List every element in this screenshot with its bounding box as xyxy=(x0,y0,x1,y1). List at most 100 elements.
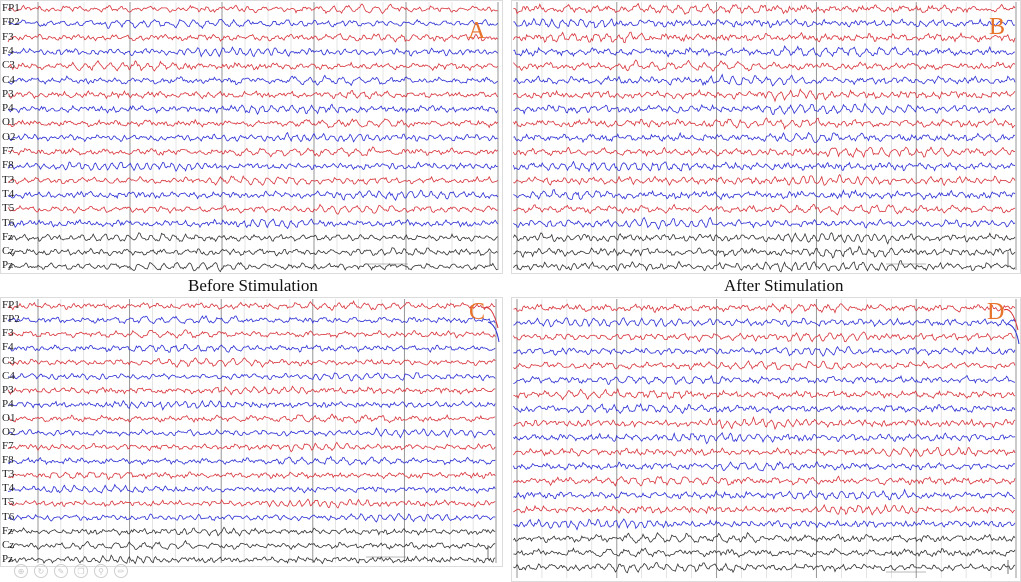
channel-label-f7: F7 xyxy=(2,440,14,452)
eeg-trace-f4 xyxy=(7,46,498,58)
eeg-trace-c4 xyxy=(7,74,498,87)
channel-label-fp2: FP2 xyxy=(2,313,20,326)
eeg-trace-f7 xyxy=(513,146,1016,159)
channel-label-cz: Cz xyxy=(2,245,15,258)
eeg-trace-t3 xyxy=(513,475,1016,487)
eeg-trace-p4 xyxy=(513,102,1016,116)
edit-icon[interactable]: ✏ xyxy=(114,564,128,578)
channel-label-t3: T3 xyxy=(2,173,15,186)
eeg-trace-t5 xyxy=(7,498,496,509)
eeg-trace-fz xyxy=(7,232,498,243)
panel-label-d: D xyxy=(987,299,1005,325)
eeg-trace-f4 xyxy=(7,343,496,353)
artifact-stroke-blue xyxy=(487,321,500,343)
eeg-trace-o2 xyxy=(513,131,1016,144)
eeg-trace-f4 xyxy=(513,346,1016,357)
eeg-traces-c xyxy=(0,297,503,567)
caption-before-stimulation: Before Stimulation xyxy=(188,276,318,295)
eeg-trace-t3 xyxy=(7,175,498,186)
viewer-toolbar: ⊕ ↻ ✎ ❐ ⚲ ✏ xyxy=(14,564,128,578)
eeg-trace-pz xyxy=(7,261,498,273)
eeg-trace-p3 xyxy=(7,385,496,396)
channel-label-f4: F4 xyxy=(2,44,14,57)
eeg-trace-t4 xyxy=(7,483,496,494)
channel-label-c4: C4 xyxy=(2,369,15,382)
channel-label-c4: C4 xyxy=(2,73,15,86)
channel-label-c3: C3 xyxy=(2,355,15,368)
eeg-trace-f8 xyxy=(513,460,1016,472)
eeg-trace-p4 xyxy=(513,403,1016,415)
eeg-trace-p3 xyxy=(7,90,498,100)
channel-label-c3: C3 xyxy=(2,59,15,72)
eeg-panel-c: FP1 FP2 F3 F4 C3 C4 P3 P4 O1 O2 F7 F8 T3 T4 T5 T6 Fz Cz Pz… xyxy=(0,297,503,567)
channel-label-t6: T6 xyxy=(2,216,15,229)
eeg-trace-cz xyxy=(513,245,1016,259)
eeg-traces-d xyxy=(511,297,1021,582)
panel-label-a: A xyxy=(468,18,486,44)
channel-label-o1: O1 xyxy=(2,116,16,129)
channel-label-fz: Fz xyxy=(2,230,13,243)
eeg-trace-f7 xyxy=(7,441,496,453)
eeg-trace-c3 xyxy=(7,357,496,368)
eeg-trace-o1 xyxy=(7,413,496,424)
channel-label-fp1: FP1 xyxy=(2,2,20,14)
channel-label-fp2: FP2 xyxy=(2,16,20,29)
channel-label-p3: P3 xyxy=(2,87,14,100)
eeg-trace-o2 xyxy=(513,431,1016,445)
eeg-trace-t5 xyxy=(513,203,1016,216)
eeg-trace-fz xyxy=(513,531,1016,544)
channel-label-o1: O1 xyxy=(2,411,16,424)
eeg-trace-f7 xyxy=(513,446,1016,458)
channel-label-fz: Fz xyxy=(2,524,13,537)
eeg-trace-fp2 xyxy=(513,317,1016,328)
channel-label-fp1: FP1 xyxy=(2,299,20,311)
eeg-trace-o1 xyxy=(7,118,498,129)
eeg-trace-fz xyxy=(513,232,1016,245)
channel-label-p3: P3 xyxy=(2,383,14,396)
eeg-trace-fz xyxy=(7,526,496,537)
eeg-trace-o2 xyxy=(7,427,496,439)
channel-label-t4: T4 xyxy=(2,482,15,495)
eeg-trace-t4 xyxy=(513,189,1016,201)
zoom-icon[interactable]: ⊕ xyxy=(14,564,28,578)
channel-label-t5: T5 xyxy=(2,496,15,509)
eeg-trace-f7 xyxy=(7,146,498,158)
eeg-trace-o2 xyxy=(7,131,498,143)
eeg-trace-fp2 xyxy=(7,18,498,30)
channel-label-t3: T3 xyxy=(2,468,15,481)
eeg-trace-f8 xyxy=(7,161,498,173)
eeg-panel-b: B xyxy=(511,0,1021,274)
eeg-trace-f4 xyxy=(513,45,1016,58)
eeg-trace-t6 xyxy=(7,218,498,230)
eeg-trace-c4 xyxy=(513,374,1016,386)
channel-label-t4: T4 xyxy=(2,187,15,200)
channel-label-f8: F8 xyxy=(2,159,14,172)
eeg-trace-fp1 xyxy=(513,2,1016,15)
rotate-icon[interactable]: ↻ xyxy=(34,564,48,578)
channel-label-o2: O2 xyxy=(2,425,16,438)
eeg-trace-p4 xyxy=(7,399,496,411)
eeg-trace-pz xyxy=(513,259,1016,273)
pen-icon[interactable]: ✎ xyxy=(54,564,68,578)
eeg-trace-t6 xyxy=(7,513,496,523)
eeg-trace-t4 xyxy=(513,488,1016,501)
eeg-trace-f8 xyxy=(7,455,496,466)
eeg-trace-t5 xyxy=(7,203,498,215)
eeg-trace-o1 xyxy=(513,117,1016,131)
artifact-stroke-red xyxy=(483,306,499,329)
copy-icon[interactable]: ❐ xyxy=(74,564,88,578)
eeg-trace-f3 xyxy=(513,331,1016,343)
channel-label-pz: Pz xyxy=(2,552,13,565)
channel-label-f3: F3 xyxy=(2,327,14,340)
panel-frame xyxy=(0,297,503,567)
eeg-panel-d: D xyxy=(511,297,1021,582)
eeg-trace-c3 xyxy=(513,360,1016,371)
search-icon[interactable]: ⚲ xyxy=(94,564,108,578)
eeg-trace-p3 xyxy=(513,88,1016,103)
eeg-trace-f8 xyxy=(513,160,1016,173)
channel-label-f3: F3 xyxy=(2,30,14,43)
eeg-trace-t3 xyxy=(513,173,1016,187)
eeg-trace-o1 xyxy=(513,416,1016,431)
eeg-trace-c4 xyxy=(7,372,496,382)
channel-label-t5: T5 xyxy=(2,202,15,215)
